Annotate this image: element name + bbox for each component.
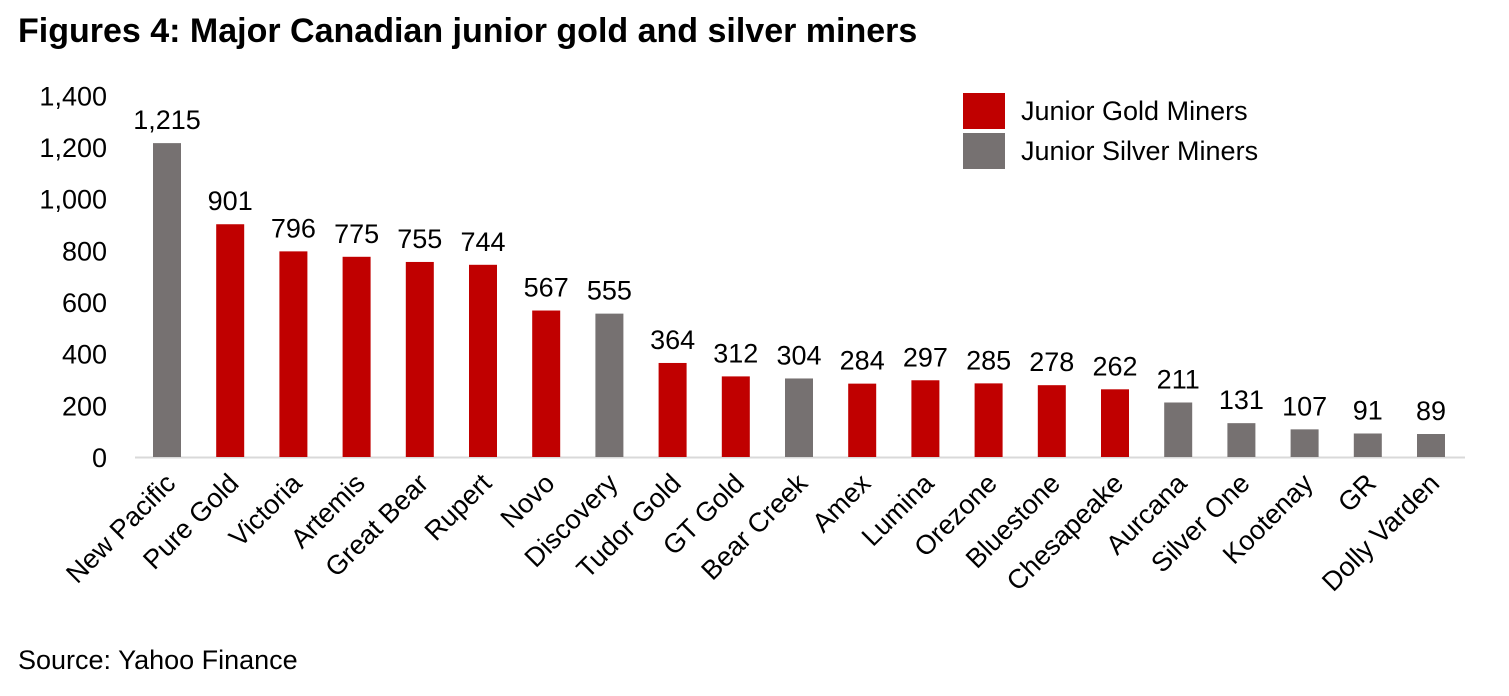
source-note: Source: Yahoo Finance bbox=[18, 645, 298, 675]
bar-chesapeake bbox=[1101, 389, 1129, 457]
data-label: 285 bbox=[966, 345, 1011, 375]
data-label: 796 bbox=[271, 213, 316, 243]
data-label: 131 bbox=[1219, 385, 1264, 415]
bar-gr bbox=[1353, 433, 1382, 457]
bar-great-bear bbox=[405, 261, 434, 457]
bar-artemis bbox=[342, 256, 371, 457]
legend-swatch-silver bbox=[963, 133, 1005, 169]
data-label: 278 bbox=[1029, 347, 1074, 377]
legend-label-silver: Junior Silver Miners bbox=[1021, 136, 1258, 166]
bar-kootenay bbox=[1290, 429, 1319, 457]
bar-new-pacific bbox=[153, 143, 181, 457]
data-label: 775 bbox=[334, 219, 379, 249]
x-tick-label: GR bbox=[1332, 468, 1382, 518]
data-label: 304 bbox=[776, 340, 821, 370]
y-tick-label: 600 bbox=[62, 288, 107, 318]
data-label: 284 bbox=[840, 346, 885, 376]
data-label: 744 bbox=[460, 227, 505, 257]
data-label: 1,215 bbox=[133, 105, 201, 135]
chart-title: Figures 4: Major Canadian junior gold an… bbox=[18, 12, 918, 50]
bar-victoria bbox=[279, 251, 308, 457]
bar-orezone bbox=[974, 383, 1003, 457]
legend-swatch-gold bbox=[963, 93, 1005, 129]
x-tick-label: Rupert bbox=[419, 468, 498, 547]
bar-amex bbox=[848, 383, 877, 457]
data-label: 91 bbox=[1353, 395, 1383, 425]
data-label: 312 bbox=[713, 338, 758, 368]
bar-discovery bbox=[595, 313, 624, 457]
data-label: 297 bbox=[903, 342, 948, 372]
y-tick-label: 1,400 bbox=[39, 81, 107, 111]
bar-aurcana bbox=[1164, 402, 1193, 457]
legend-label-gold: Junior Gold Miners bbox=[1021, 96, 1248, 126]
bar-lumina bbox=[911, 380, 940, 457]
data-label: 107 bbox=[1282, 391, 1327, 421]
y-tick-label: 400 bbox=[62, 340, 107, 370]
data-label: 567 bbox=[524, 273, 569, 303]
bar-silver-one bbox=[1227, 423, 1256, 457]
data-label: 262 bbox=[1092, 351, 1137, 381]
data-label: 364 bbox=[650, 325, 695, 355]
data-label: 89 bbox=[1416, 396, 1446, 426]
y-tick-label: 1,000 bbox=[39, 185, 107, 215]
bar-bear-creek bbox=[785, 378, 813, 457]
y-tick-label: 800 bbox=[62, 236, 107, 266]
bar-tudor-gold bbox=[658, 362, 687, 457]
bar-bluestone bbox=[1037, 385, 1066, 457]
y-tick-label: 0 bbox=[92, 443, 107, 473]
bar-novo bbox=[532, 310, 561, 457]
data-label: 211 bbox=[1157, 364, 1200, 394]
x-tick-label: Dolly Varden bbox=[1316, 468, 1445, 597]
data-label: 901 bbox=[208, 186, 253, 216]
data-label: 555 bbox=[587, 276, 632, 306]
y-tick-label: 1,200 bbox=[39, 133, 107, 163]
bar-rupert bbox=[469, 264, 497, 457]
bar-pure-gold bbox=[216, 224, 245, 457]
data-label: 755 bbox=[397, 224, 442, 254]
bar-dolly-varden bbox=[1417, 434, 1445, 457]
bar-gt-gold bbox=[721, 376, 750, 457]
y-tick-label: 200 bbox=[62, 391, 107, 421]
